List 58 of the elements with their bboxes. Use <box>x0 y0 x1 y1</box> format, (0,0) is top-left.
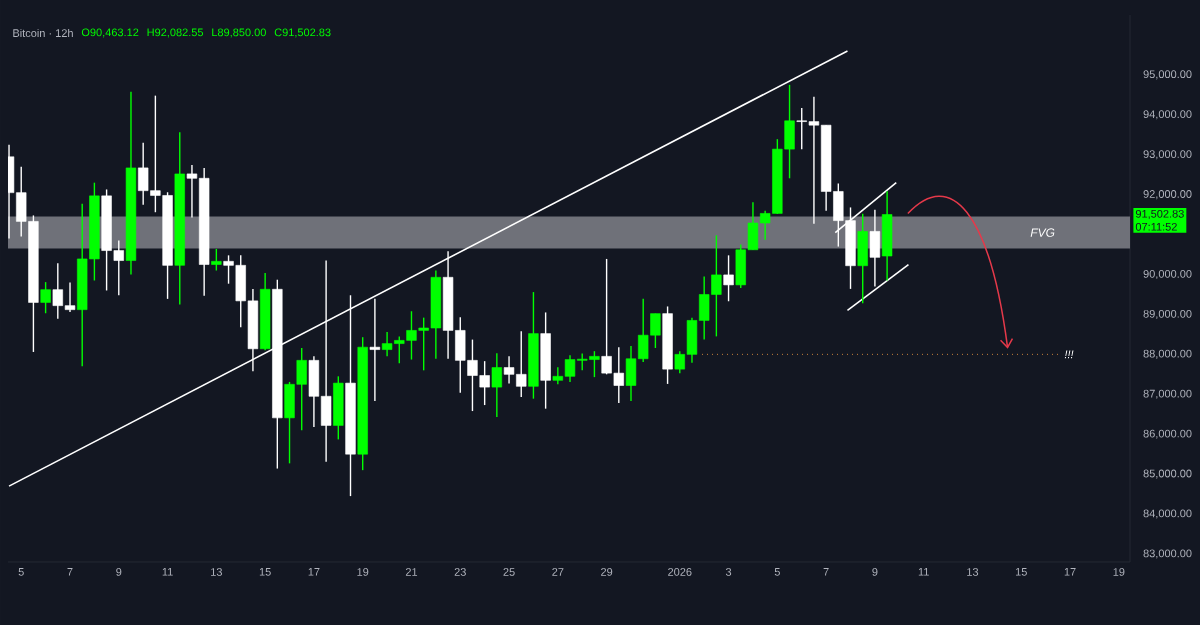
y-tick-label: 84,000.00 <box>1143 509 1192 519</box>
text: Bitcoin · 12h <box>13 28 73 38</box>
y-tick-label: 92,000.00 <box>1143 190 1192 200</box>
y-tick-label: 85,000.00 <box>1143 469 1192 479</box>
x-tick-label: 19 <box>1113 568 1125 576</box>
text: 07:11:52 <box>1135 222 1177 231</box>
x-tick-label: 11 <box>918 568 929 576</box>
candlestick <box>528 291 539 400</box>
candlestick <box>174 131 185 306</box>
x-tick-label: 19 <box>357 568 369 576</box>
y-tick-label: 86,000.00 <box>1143 429 1192 439</box>
y-tick-label: 95,000.00 <box>1143 70 1192 80</box>
x-tick-label: 9 <box>116 568 122 576</box>
x-tick-label: 9 <box>872 568 878 576</box>
x-tick-label: 5 <box>18 568 24 576</box>
x-tick-label: 21 <box>405 568 418 576</box>
x-tick-label: 25 <box>503 568 515 576</box>
x-tick-label: 11 <box>162 568 173 576</box>
candlestick <box>40 281 51 314</box>
x-tick-label: 17 <box>308 568 320 576</box>
x-tick-label: 7 <box>823 568 829 576</box>
candlestick <box>857 213 868 304</box>
candlestick <box>723 254 734 302</box>
x-tick-label: 17 <box>1064 568 1076 576</box>
y-tick-label: 93,000.00 <box>1143 150 1192 160</box>
x-tick-label: 13 <box>967 568 979 576</box>
candlestick <box>491 352 503 418</box>
annotation: L89,850.00 <box>212 28 266 38</box>
candlestick <box>186 164 198 219</box>
candlestick <box>125 90 137 276</box>
y-tick-label: 90,000.00 <box>1143 269 1192 280</box>
y-tick-label: 87,000.00 <box>1143 389 1192 399</box>
candlestick <box>211 248 222 272</box>
y-tick-label: 94,000.00 <box>1143 110 1192 120</box>
x-tick-label: 2026 <box>668 568 692 576</box>
text: 91,502.83 <box>1135 209 1184 219</box>
x-tick-label: 5 <box>774 568 780 576</box>
x-tick-label: 23 <box>454 568 466 576</box>
ref-line-label: !!! <box>1064 350 1074 359</box>
x-tick-label: 3 <box>725 568 732 576</box>
annotation: C91,502.83 <box>274 28 331 38</box>
candlestick <box>333 375 344 441</box>
x-tick-label: 29 <box>601 568 613 576</box>
x-tick-label: 7 <box>67 568 73 576</box>
y-tick-label: 83,000.00 <box>1143 549 1192 559</box>
x-tick-label: 13 <box>211 568 222 576</box>
annotation: H92,082.55 <box>147 28 204 38</box>
x-tick-label: 15 <box>259 568 271 576</box>
y-tick-label: 89,000.00 <box>1143 309 1192 319</box>
candlestick <box>540 311 551 410</box>
y-tick-label: 88,000.00 <box>1143 349 1192 359</box>
candlestick <box>357 336 368 471</box>
annotation: O90,463.12 <box>81 28 139 38</box>
x-tick-label: 27 <box>552 568 564 576</box>
candlestick <box>272 279 283 470</box>
candlestick <box>662 305 673 385</box>
x-tick-label: 15 <box>1015 568 1027 576</box>
band-label: FVG <box>1030 228 1055 237</box>
